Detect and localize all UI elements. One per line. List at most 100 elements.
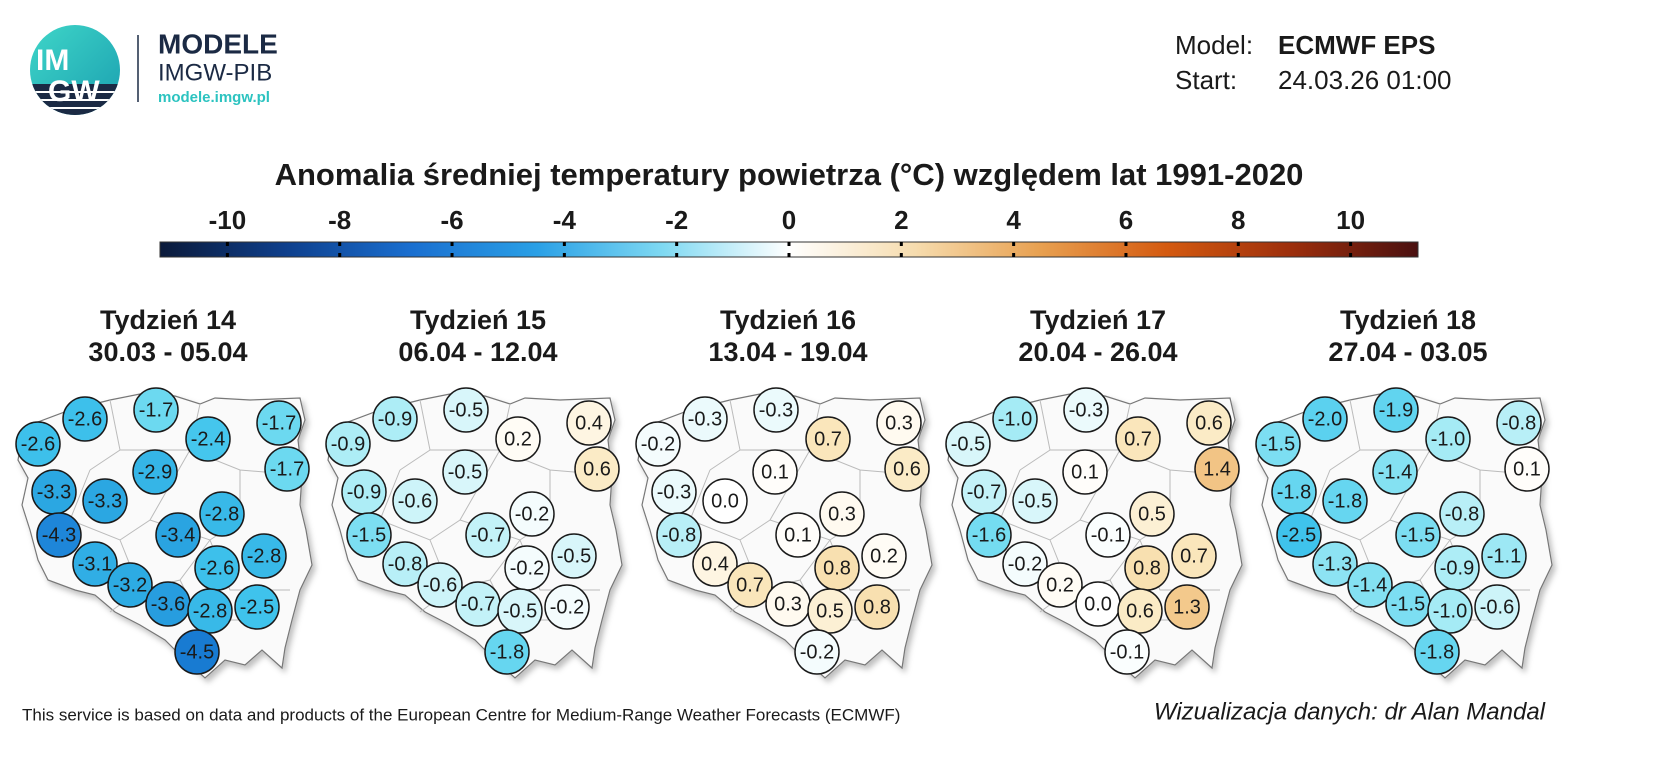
station-value: 0.8 [823,557,851,579]
station-value: 0.5 [816,600,844,622]
station-value: -0.5 [557,545,591,567]
station-marker [805,416,851,462]
station-value: 0.6 [1195,412,1223,434]
station-value: -1.7 [270,458,304,480]
colorbar: -10 -8 -6 -4 -2 0 2 4 6 8 10 [159,205,1419,258]
station-marker [854,584,900,630]
station-value: -0.8 [1445,503,1479,525]
station-marker [1414,629,1460,675]
station-value: -0.6 [1480,596,1514,618]
station-marker [1063,387,1109,433]
station-value: -3.4 [161,524,195,546]
station-value: 0.3 [774,593,802,615]
station-value: 0.4 [701,553,729,575]
station-marker [861,533,907,579]
station-value: -1.1 [1487,545,1521,567]
station-marker [256,400,302,446]
source-note: This service is based on data and produc… [22,705,900,724]
station-marker [551,533,597,579]
station-marker [484,629,530,675]
station-value: 0.2 [870,545,898,567]
station-value: -3.1 [78,553,112,575]
station-marker [884,446,930,492]
station-marker [264,446,310,492]
station-marker [82,478,128,524]
station-marker [497,588,543,634]
station-marker [155,512,201,558]
station-value: 0.1 [761,461,789,483]
station-value: -0.9 [1440,557,1474,579]
station-marker [1194,446,1240,492]
station-marker [794,629,840,675]
station-marker [36,512,82,558]
colorbar-tick-label: -8 [328,205,351,235]
station-value: 0.6 [583,458,611,480]
station-value: -1.5 [352,524,386,546]
station-marker [574,446,620,492]
week-dates: 13.04 - 19.04 [708,337,867,367]
start-label: Start: [1175,65,1237,95]
station-marker [372,396,418,442]
model: ECMWF EPS [1278,30,1435,60]
station-marker [15,421,61,467]
station-value: 0.7 [814,428,842,450]
title: Anomalia średniej temperatury powietrza … [275,157,1304,192]
station-value: -0.6 [398,490,432,512]
station-marker [992,396,1038,442]
station-marker [1302,396,1348,442]
station-marker [199,491,245,537]
station-value: -0.2 [800,641,834,663]
station-marker [443,387,489,433]
start: 24.03.26 01:00 [1278,65,1452,95]
station-value: -2.8 [247,545,281,567]
week-name: Tydzień 17 [1030,305,1166,335]
url: modele.imgw.pl [158,89,270,106]
station-marker [62,396,108,442]
station-value: -1.3 [1318,553,1352,575]
week-dates: 30.03 - 05.04 [88,337,247,367]
brand-sub: IMGW-PIB [158,59,272,86]
station-value: -2.5 [240,596,274,618]
station-marker [495,416,541,462]
station-value: -1.6 [972,524,1006,546]
station-value: -0.7 [471,524,505,546]
station-marker [1186,400,1232,446]
station-value: 0.7 [1180,545,1208,567]
station-value: -0.8 [662,524,696,546]
station-value: -0.5 [951,433,985,455]
station-value: 0.2 [504,428,532,450]
station-value: -1.5 [1261,433,1295,455]
station-value: 0.1 [1071,461,1099,483]
week-name: Tydzień 18 [1340,305,1476,335]
station-marker [775,512,821,558]
station-value: -0.9 [331,433,365,455]
station-value: -2.9 [138,461,172,483]
station-marker [1255,421,1301,467]
station-marker [187,588,233,634]
station-value: -0.7 [967,481,1001,503]
station-value: -2.8 [193,600,227,622]
colorbar-tick-label: -10 [209,205,247,235]
station-marker [1496,400,1542,446]
brand: MODELE [158,28,278,59]
station-marker [185,416,231,462]
station-value: 0.1 [784,524,812,546]
station-marker [819,491,865,537]
station-value: -0.3 [759,399,793,421]
station-marker [692,541,738,587]
station-value: -0.5 [448,461,482,483]
station-marker [544,584,590,630]
station-value: -0.9 [378,408,412,430]
station-marker [1002,541,1048,587]
station-value: -0.2 [550,596,584,618]
station-value: -2.6 [200,557,234,579]
station-marker [1171,533,1217,579]
station-marker [1347,562,1393,608]
station-value: -0.5 [503,600,537,622]
station-marker [682,396,728,442]
